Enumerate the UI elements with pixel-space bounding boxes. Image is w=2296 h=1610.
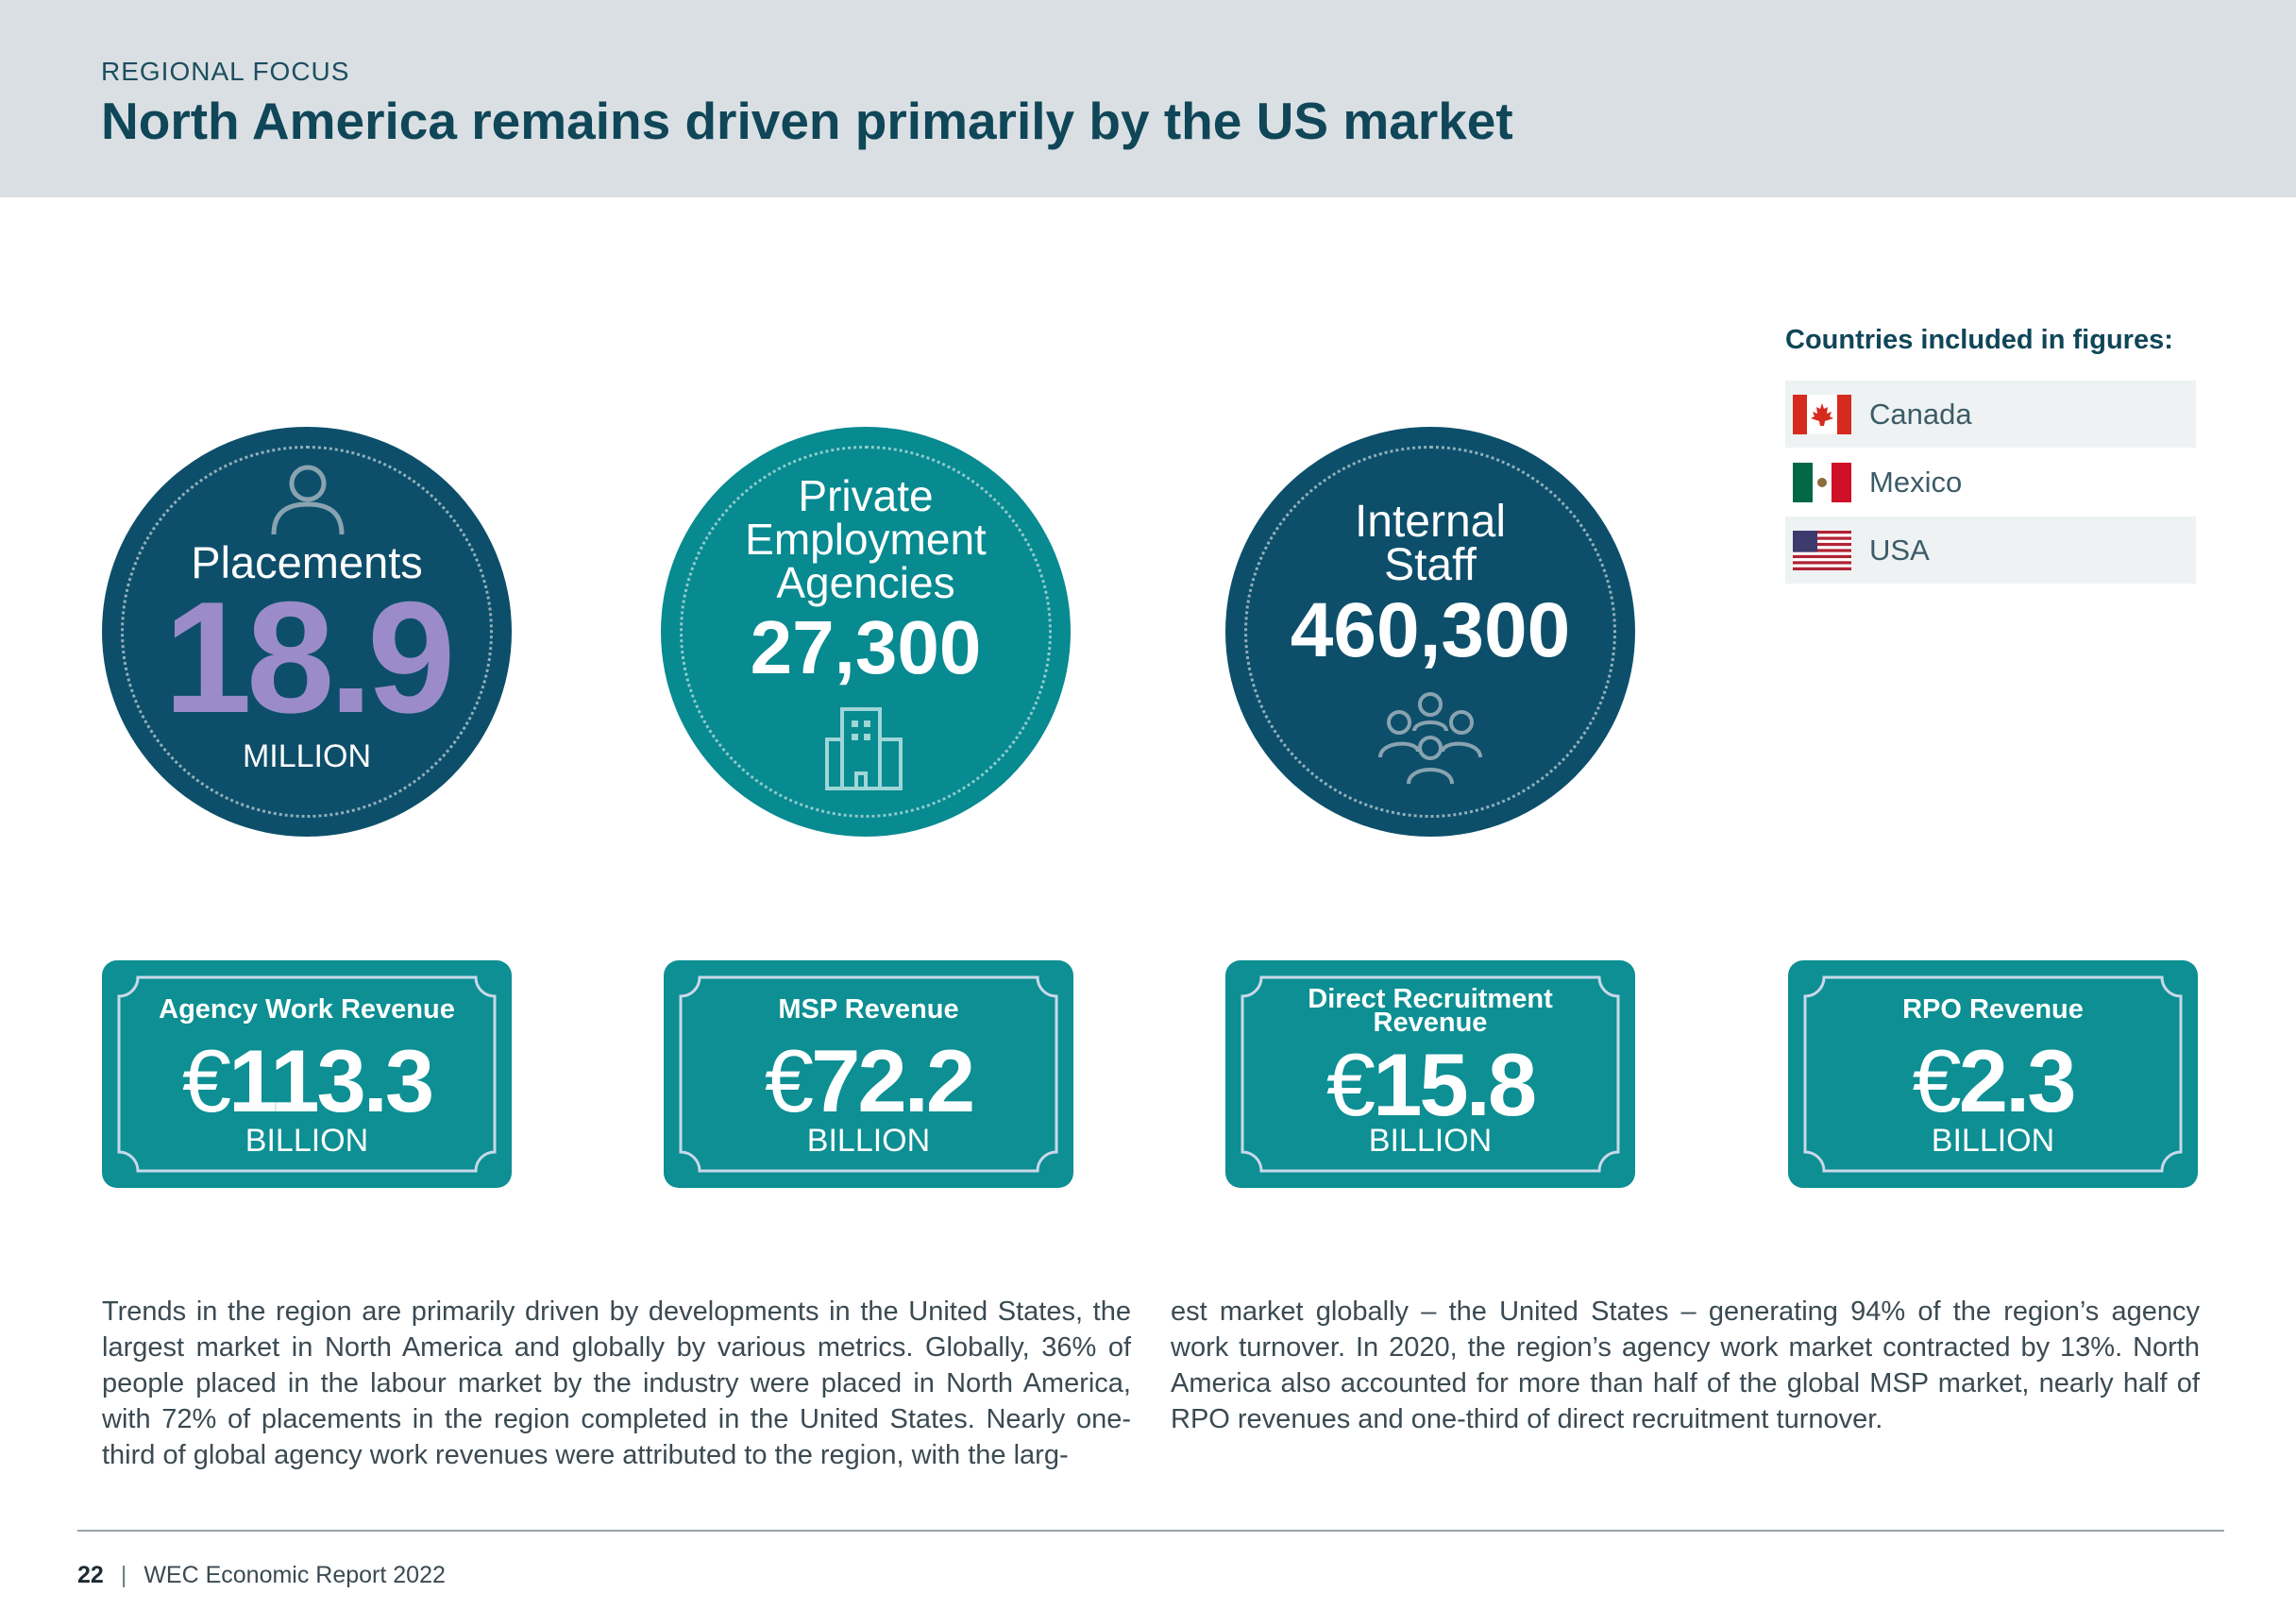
revenue-value: 2.3 — [1958, 1031, 2077, 1130]
body-paragraph-col2: est market globally – the United States … — [1171, 1296, 2200, 1434]
revenue-label-line1: Direct Recruitment — [1308, 984, 1553, 1014]
revenue-amount: €15.8 — [1225, 1034, 1635, 1136]
usa-flag-icon — [1793, 530, 1851, 570]
staff-value: 460,300 — [1290, 587, 1571, 673]
dotted-ring — [680, 446, 1052, 818]
agencies-label-line3: Agencies — [776, 558, 955, 607]
revenue-value: 15.8 — [1373, 1035, 1537, 1134]
revenue-card-direct-recruitment: Direct Recruitment Revenue €15.8 BILLION — [1225, 960, 1635, 1188]
currency-symbol: € — [1325, 1035, 1376, 1134]
section-kicker: REGIONAL FOCUS — [101, 57, 350, 86]
revenue-unit: BILLION — [1368, 1123, 1493, 1159]
page-number: 22 — [77, 1562, 104, 1588]
revenue-amount: €72.2 — [664, 1030, 1073, 1132]
staff-label-line2: Staff — [1384, 540, 1477, 590]
placements-label: Placements — [191, 537, 423, 587]
person-icon — [271, 465, 345, 535]
revenue-label: MSP Revenue — [778, 994, 959, 1025]
currency-symbol: € — [1912, 1031, 1962, 1130]
revenue-unit: BILLION — [1931, 1123, 2055, 1159]
revenue-value: 113.3 — [228, 1031, 434, 1130]
revenue-unit: BILLION — [806, 1123, 931, 1159]
footer-separator: | — [120, 1562, 127, 1588]
people-group-icon — [1378, 692, 1482, 785]
countries-heading: Countries included in figures: — [1785, 325, 2173, 355]
body-paragraph-col1: Trends in the region are primarily drive… — [102, 1296, 1131, 1470]
mexico-flag-icon — [1793, 462, 1851, 502]
revenue-value: 72.2 — [811, 1031, 975, 1130]
header-band: REGIONAL FOCUS North America remains dri… — [0, 0, 2296, 197]
revenue-label: RPO Revenue — [1902, 994, 2084, 1025]
country-name: USA — [1869, 533, 1930, 567]
card-frame — [117, 975, 497, 1173]
building-icon — [825, 707, 903, 790]
revenue-amount: €2.3 — [1788, 1030, 2198, 1132]
agencies-circle: Private Employment Agencies 27,300 — [661, 427, 1071, 837]
revenue-card-msp: MSP Revenue €72.2 BILLION — [664, 960, 1073, 1188]
country-name: Mexico — [1869, 465, 1963, 499]
dotted-ring — [121, 446, 493, 818]
placements-unit: MILLION — [242, 738, 372, 774]
revenue-unit: BILLION — [245, 1123, 369, 1159]
country-row-usa: USA — [1785, 517, 2196, 584]
placements-circle: Placements 18.9 MILLION — [102, 427, 512, 837]
country-row-canada: Canada — [1785, 381, 2196, 448]
placements-value: 18.9 — [163, 568, 456, 746]
card-frame — [1241, 975, 1620, 1173]
revenue-amount: €113.3 — [102, 1030, 512, 1132]
agencies-value: 27,300 — [750, 605, 982, 689]
page-title: North America remains driven primarily b… — [101, 92, 1513, 150]
card-frame — [1803, 975, 2183, 1173]
dotted-ring — [1244, 446, 1616, 818]
footer-divider — [77, 1530, 2224, 1532]
agencies-label-line1: Private — [798, 471, 934, 520]
agencies-label-line2: Employment — [745, 515, 987, 564]
currency-symbol: € — [181, 1031, 231, 1130]
country-row-mexico: Mexico — [1785, 449, 2196, 516]
card-frame — [679, 975, 1058, 1173]
revenue-card-agency-work: Agency Work Revenue €113.3 BILLION — [102, 960, 512, 1188]
revenue-card-rpo: RPO Revenue €2.3 BILLION — [1788, 960, 2198, 1188]
revenue-label: Agency Work Revenue — [159, 994, 455, 1025]
footer: 22 | WEC Economic Report 2022 — [77, 1562, 446, 1589]
country-name: Canada — [1869, 397, 1972, 431]
staff-circle: Internal Staff 460,300 — [1225, 427, 1635, 837]
report-title: WEC Economic Report 2022 — [144, 1562, 446, 1588]
revenue-label-line2: Revenue — [1373, 1008, 1488, 1038]
currency-symbol: € — [764, 1031, 814, 1130]
staff-label-line1: Internal — [1354, 497, 1507, 547]
canada-flag-icon — [1793, 394, 1851, 434]
